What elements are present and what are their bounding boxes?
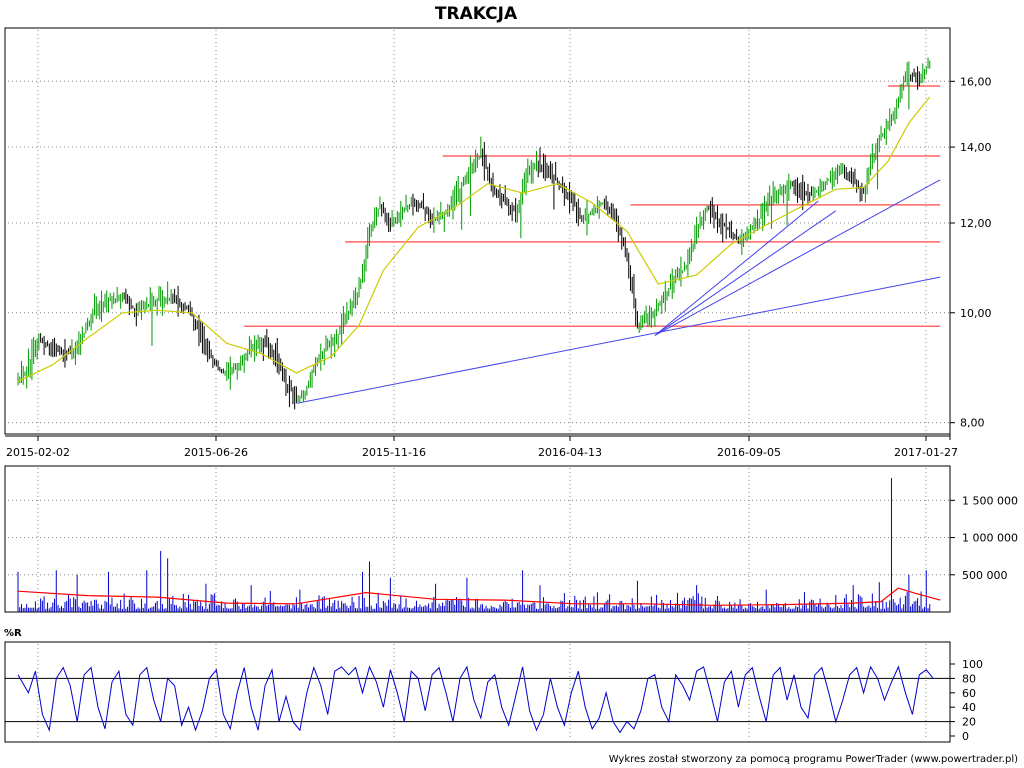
volume-moving-average: [17, 587, 941, 606]
trend-line: [654, 210, 837, 336]
price-ma-line: [17, 96, 931, 382]
date-tick-label: 2015-11-16: [362, 446, 426, 459]
trend-line: [654, 179, 941, 336]
williams-r-y-tick-label: 60: [962, 687, 976, 700]
price-y-tick-label: 12,00: [960, 217, 992, 230]
date-tick-label: 2016-04-13: [538, 446, 602, 459]
price-grid: [4, 27, 951, 435]
volume-panel: 500 000 1 000 000 1 500 000: [4, 465, 1018, 613]
volume-bars: [17, 478, 931, 612]
williams-r-path: [17, 665, 934, 734]
date-tick-label: 2015-06-26: [184, 446, 248, 459]
williams-r-grid: [4, 641, 951, 743]
williams-r-y-tick-label: 20: [962, 716, 976, 729]
resistance-levels: [244, 85, 941, 328]
price-y-axis: 8,00 10,00 12,00 14,00 16,00: [949, 28, 992, 440]
trend-line: [654, 200, 819, 336]
date-tick-label: 2015-02-02: [6, 446, 70, 459]
price-y-tick-label: 10,00: [960, 307, 992, 320]
trend-lines: [296, 179, 941, 404]
trend-line: [296, 276, 941, 404]
williams-r-label: %R: [4, 628, 22, 639]
williams-r-y-tick-label: 80: [962, 672, 976, 685]
price-y-tick-label: 16,00: [960, 75, 992, 88]
price-moving-average: [17, 96, 931, 382]
williams-r-y-tick-label: 0: [962, 730, 969, 743]
price-y-tick-label: 8,00: [960, 417, 985, 430]
volume-y-tick-label: 1 500 000: [962, 494, 1018, 507]
williams-r-y-tick-label: 40: [962, 701, 976, 714]
volume-ma-line: [17, 587, 941, 606]
footer-credit: Wykres został stworzony za pomocą progra…: [609, 754, 1018, 765]
volume-y-tick-label: 1 000 000: [962, 532, 1018, 545]
price-frame: [4, 27, 951, 435]
date-tick-label: 2017-01-27: [894, 446, 958, 459]
volume-y-axis: 500 000 1 000 000 1 500 000: [950, 494, 1018, 582]
volume-y-tick-label: 500 000: [962, 569, 1008, 582]
williams-r-line: [17, 665, 934, 734]
williams-r-frame: [4, 641, 951, 743]
williams-r-y-tick-label: 100: [962, 658, 983, 671]
date-x-axis: 2015-02-02 2015-06-26 2015-11-16 2016-04-13…: [5, 435, 958, 459]
price-y-tick-label: 14,00: [960, 141, 992, 154]
date-tick-label: 2016-09-05: [717, 446, 781, 459]
price-bars: [17, 57, 931, 410]
chart-title: TRAKCJA: [435, 4, 518, 24]
